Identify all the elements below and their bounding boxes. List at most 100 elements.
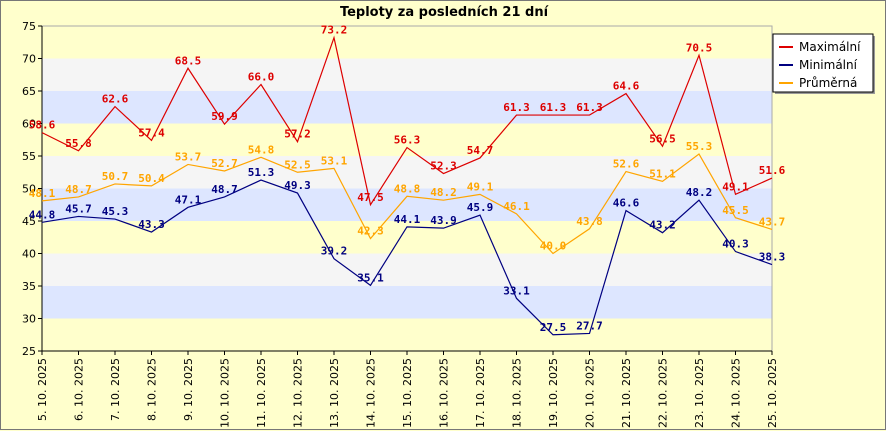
data-label: 55.3: [686, 140, 713, 153]
x-tick-label: 10. 10. 2025: [219, 358, 232, 428]
data-label: 38.3: [759, 251, 786, 264]
x-tick-label: 9. 10. 2025: [182, 358, 195, 421]
series-line: [41, 35, 773, 207]
x-tick-label: 24. 10. 2025: [730, 358, 743, 428]
data-label: 57.4: [138, 126, 165, 139]
y-tick-label: 50: [22, 183, 36, 196]
x-tick-label: 16. 10. 2025: [438, 358, 451, 428]
data-label: 43.2: [649, 219, 676, 232]
data-label: 48.1: [29, 187, 56, 200]
data-label: 52.5: [284, 158, 311, 171]
data-label: 44.8: [29, 208, 56, 221]
data-label: 62.6: [102, 93, 129, 106]
x-tick-label: 18. 10. 2025: [511, 358, 524, 428]
background-band: [42, 318, 772, 351]
x-tick-label: 8. 10. 2025: [146, 358, 159, 421]
data-label: 43.8: [576, 215, 603, 228]
y-tick-label: 70: [22, 53, 36, 66]
data-label: 73.2: [321, 24, 348, 37]
legend: Maximální Minimální Průměrná: [772, 33, 875, 94]
legend-entry: Minimální: [799, 58, 858, 72]
x-tick-label: 14. 10. 2025: [365, 358, 378, 428]
data-label: 42.3: [357, 225, 384, 238]
data-label: 51.3: [248, 166, 275, 179]
data-label: 40.3: [722, 238, 749, 251]
x-tick-label: 17. 10. 2025: [474, 358, 487, 428]
data-label: 51.1: [649, 167, 676, 180]
y-tick-label: 65: [22, 85, 36, 98]
data-label: 45.7: [65, 202, 92, 215]
data-label: 48.2: [686, 186, 713, 199]
data-label: 49.1: [722, 180, 749, 193]
x-tick-label: 5. 10. 2025: [36, 358, 49, 421]
data-label: 48.7: [65, 183, 92, 196]
x-tick-label: 7. 10. 2025: [109, 358, 122, 421]
data-label: 43.9: [430, 214, 457, 227]
data-label: 47.5: [357, 191, 384, 204]
legend-entry: Průměrná: [799, 76, 857, 90]
data-label: 56.5: [649, 132, 676, 145]
data-label: 50.7: [102, 170, 129, 183]
data-label: 55.8: [65, 137, 92, 150]
background-band: [42, 286, 772, 319]
background-band: [42, 188, 772, 221]
data-label: 51.6: [759, 164, 786, 177]
background-band: [42, 91, 772, 124]
data-label: 46.1: [503, 200, 530, 213]
data-label: 53.1: [321, 154, 348, 167]
data-label: 52.3: [430, 160, 457, 173]
data-label: 45.3: [102, 205, 129, 218]
x-tick-label: 11. 10. 2025: [255, 358, 268, 428]
x-tick-label: 19. 10. 2025: [547, 358, 560, 428]
y-tick-label: 35: [22, 280, 36, 293]
data-label: 52.6: [613, 158, 640, 171]
x-tick-label: 6. 10. 2025: [73, 358, 86, 421]
y-tick-label: 75: [22, 20, 36, 33]
y-tick-label: 40: [22, 248, 36, 261]
background-band: [42, 26, 772, 59]
x-tick-label: 21. 10. 2025: [620, 358, 633, 428]
data-label: 54.7: [467, 144, 494, 157]
data-label: 58.6: [29, 119, 56, 132]
data-label: 49.3: [284, 179, 311, 192]
data-label: 53.7: [175, 150, 202, 163]
x-tick-label: 15. 10. 2025: [401, 358, 414, 428]
background-bands: [41, 25, 773, 352]
y-tick-label: 45: [22, 215, 36, 228]
data-label: 61.3: [540, 101, 567, 114]
data-label: 64.6: [613, 80, 640, 93]
data-label: 70.5: [686, 41, 713, 54]
data-label: 40.0: [540, 240, 567, 253]
data-labels: 58.6 55.8 62.6 57.4 68.5 59.9 66.0 57.2 73.2 47.5…: [29, 24, 786, 334]
y-tick-label: 25: [22, 345, 36, 358]
data-label: 47.1: [175, 193, 202, 206]
y-tick-label: 60: [22, 118, 36, 131]
x-tick-label: 20. 10. 2025: [584, 358, 597, 428]
x-axis-ticks: 5. 10. 2025 6. 10. 2025 7. 10. 2025 8. 10. …: [36, 350, 779, 428]
series-line: [41, 153, 773, 255]
data-label: 48.7: [211, 183, 238, 196]
chart-title: Teploty za posledních 21 dní: [340, 5, 550, 20]
data-label: 59.9: [211, 110, 238, 123]
background-band: [42, 156, 772, 189]
data-label: 35.1: [357, 271, 384, 284]
data-label: 45.5: [722, 204, 749, 217]
data-label: 61.3: [503, 101, 530, 114]
data-label: 39.2: [321, 245, 348, 258]
data-label: 44.1: [394, 213, 421, 226]
data-label: 27.5: [540, 321, 567, 334]
data-label: 57.2: [284, 128, 311, 141]
series-line: [41, 179, 773, 336]
data-label: 48.2: [430, 186, 457, 199]
data-label: 43.3: [138, 218, 165, 231]
background-band: [42, 253, 772, 286]
x-tick-label: 25. 10. 2025: [766, 358, 779, 428]
data-label: 48.8: [394, 182, 421, 195]
data-label: 46.6: [613, 197, 640, 210]
data-label: 49.1: [467, 180, 494, 193]
y-axis-ticks: 25 30 35 40 45 50 55 60 65 70 75: [22, 20, 43, 358]
x-tick-label: 23. 10. 2025: [693, 358, 706, 428]
data-label: 68.5: [175, 54, 202, 67]
